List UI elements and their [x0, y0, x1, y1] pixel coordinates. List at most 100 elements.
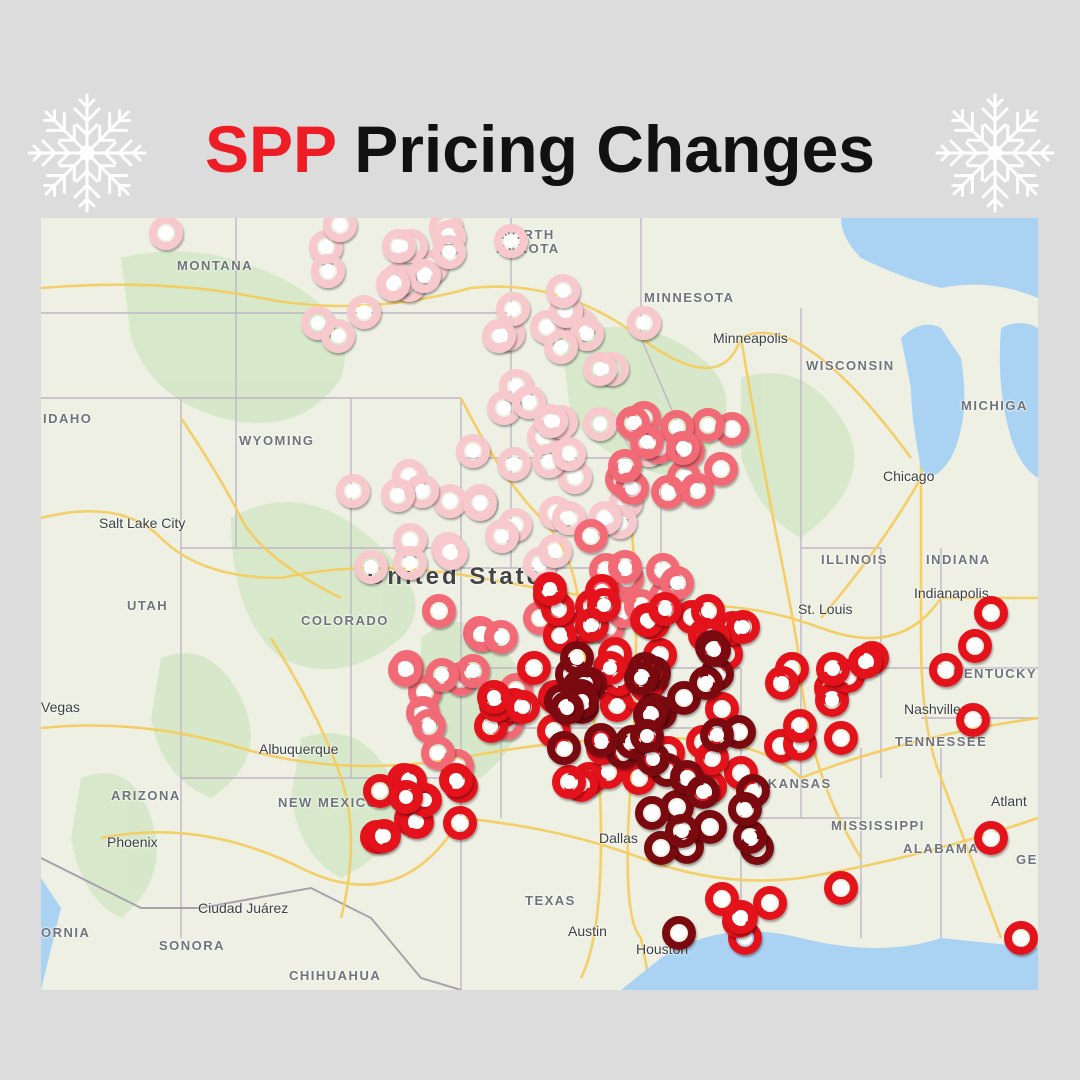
map-marker-icon[interactable] [551, 764, 586, 799]
map-marker-icon[interactable] [517, 651, 552, 686]
map-marker-icon[interactable] [353, 549, 388, 584]
map-marker-icon[interactable] [665, 431, 700, 466]
map-marker-icon[interactable] [494, 223, 529, 258]
map-marker-icon[interactable] [725, 609, 760, 644]
map-marker-icon[interactable] [728, 792, 763, 827]
map-marker-icon[interactable] [847, 644, 882, 679]
map-marker-icon[interactable] [346, 294, 381, 329]
map-marker-icon[interactable] [551, 500, 586, 535]
map-marker-icon[interactable] [495, 292, 530, 327]
map-marker-icon[interactable] [816, 651, 851, 686]
map-marker-icon[interactable] [392, 545, 427, 580]
map-marker-icon[interactable] [974, 821, 1008, 855]
map-marker-icon[interactable] [439, 763, 474, 798]
map-marker-icon[interactable] [974, 596, 1008, 630]
map-marker-icon[interactable] [431, 234, 466, 269]
map-marker-icon[interactable] [630, 425, 665, 460]
map-marker-icon[interactable] [505, 690, 540, 725]
map-marker-icon[interactable] [705, 881, 740, 916]
map-marker-icon[interactable] [570, 317, 605, 352]
map-marker-icon[interactable] [455, 433, 490, 468]
map-marker-icon[interactable] [1004, 921, 1038, 955]
map-marker-icon[interactable] [587, 587, 622, 622]
map-marker-icon[interactable] [691, 407, 726, 442]
page-title: SPP Pricing Changes [0, 116, 1080, 182]
map-marker-icon[interactable] [420, 736, 455, 771]
map-marker-icon[interactable] [376, 267, 411, 302]
map-marker-icon[interactable] [512, 384, 547, 419]
map-marker-icon[interactable] [533, 572, 568, 607]
map-marker-icon[interactable] [634, 795, 669, 830]
map-marker-icon[interactable] [765, 665, 800, 700]
map-marker-icon[interactable] [583, 407, 618, 442]
map-marker-icon[interactable] [484, 519, 519, 554]
map-marker-icon[interactable] [388, 653, 423, 688]
map-marker-icon[interactable] [824, 871, 858, 905]
map-marker-icon[interactable] [584, 722, 619, 757]
map-marker-icon[interactable] [544, 330, 579, 365]
map-marker-icon[interactable] [549, 690, 584, 725]
map-marker-icon[interactable] [425, 657, 460, 692]
map-marker-icon[interactable] [823, 720, 858, 755]
map-marker-icon[interactable] [483, 619, 518, 654]
city-label-nashville: Nashville [904, 701, 961, 717]
map-marker-icon[interactable] [957, 629, 992, 664]
map-marker-icon[interactable] [700, 718, 734, 753]
map-marker-icon[interactable] [752, 885, 787, 920]
map-marker-icon[interactable] [704, 452, 739, 487]
map-marker-icon[interactable] [310, 254, 345, 289]
map-marker-icon[interactable] [644, 830, 679, 865]
map-marker-icon[interactable] [814, 682, 849, 717]
map-marker-icon[interactable] [667, 681, 702, 716]
map-marker-icon[interactable] [608, 550, 643, 585]
state-label-colorado: COLORADO [301, 613, 389, 628]
map-marker-icon[interactable] [455, 654, 490, 689]
map-marker-icon[interactable] [582, 351, 617, 386]
map-marker-icon[interactable] [497, 446, 532, 481]
map-marker-icon[interactable] [463, 487, 498, 522]
map-marker-icon[interactable] [648, 591, 683, 626]
state-label-texas: TEXAS [525, 893, 576, 908]
map-marker-icon[interactable] [321, 319, 356, 354]
map-marker-icon[interactable] [149, 218, 183, 250]
map-marker-icon[interactable] [623, 660, 658, 695]
map-marker-icon[interactable] [679, 473, 714, 508]
map-marker-icon[interactable] [686, 774, 721, 809]
marker-layer [41, 218, 1038, 990]
map-marker-icon[interactable] [547, 731, 582, 766]
map-marker-icon[interactable] [481, 318, 516, 353]
map-marker-icon[interactable] [665, 814, 700, 849]
map-marker-icon[interactable] [546, 273, 581, 308]
map-marker-icon[interactable] [533, 403, 568, 438]
map-marker-icon[interactable] [551, 436, 586, 471]
map-marker-icon[interactable] [443, 806, 478, 841]
map-marker-icon[interactable] [421, 594, 456, 629]
map-marker-icon[interactable] [626, 306, 661, 341]
map[interactable]: MONTANA NORTH DAKOTA MINNESOTA WISCONSIN… [41, 218, 1038, 990]
map-marker-icon[interactable] [608, 449, 643, 484]
map-marker-icon[interactable] [382, 228, 417, 263]
map-marker-icon[interactable] [697, 632, 732, 667]
map-marker-icon[interactable] [322, 218, 357, 242]
state-label-new-mexico: NEW MEXICO [278, 795, 379, 810]
map-marker-icon[interactable] [783, 708, 818, 743]
map-marker-icon[interactable] [629, 719, 664, 754]
map-marker-icon[interactable] [381, 478, 416, 513]
map-marker-icon[interactable] [434, 535, 469, 570]
city-label-phoenix: Phoenix [107, 834, 158, 850]
map-marker-icon[interactable] [537, 534, 572, 569]
map-marker-icon[interactable] [574, 518, 609, 553]
map-marker-icon[interactable] [724, 899, 759, 934]
state-label-sonora: SONORA [159, 938, 226, 953]
map-marker-icon[interactable] [688, 665, 723, 700]
state-label-wyoming: WYOMING [239, 433, 315, 448]
map-marker-icon[interactable] [388, 779, 423, 814]
map-marker-icon[interactable] [662, 916, 696, 950]
map-marker-icon[interactable] [335, 474, 370, 509]
snowflake-icon [935, 93, 1055, 213]
map-marker-icon[interactable] [956, 703, 990, 737]
map-marker-icon[interactable] [407, 259, 442, 294]
city-label-austin: Austin [568, 923, 607, 939]
map-marker-icon[interactable] [928, 652, 963, 687]
map-marker-icon[interactable] [366, 819, 401, 854]
